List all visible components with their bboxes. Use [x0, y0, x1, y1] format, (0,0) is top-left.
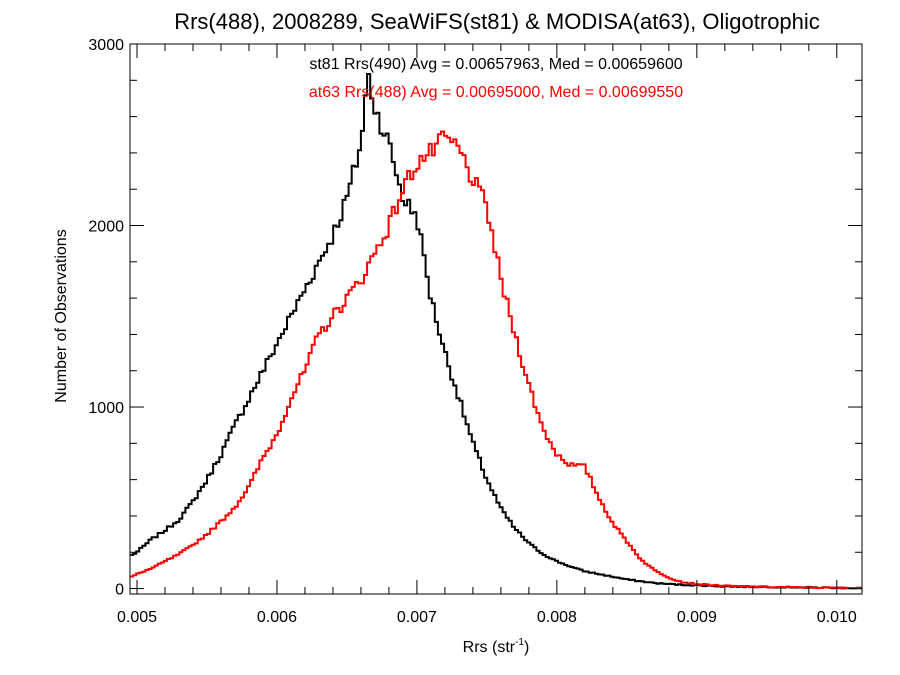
- x-tick-label: 0.007: [397, 609, 437, 626]
- x-axis-label: Rrs (str-1): [463, 637, 530, 656]
- chart-title: Rrs(488), 2008289, SeaWiFS(st81) & MODIS…: [174, 9, 820, 34]
- x-axis-label-base: Rrs (str: [463, 639, 516, 656]
- annotation-at63-stats: at63 Rrs(488) Avg = 0.00695000, Med = 0.…: [309, 84, 683, 101]
- x-tick-label: 0.009: [677, 609, 717, 626]
- x-axis-label-superscript: -1: [515, 637, 524, 648]
- plot-area: [130, 73, 862, 590]
- x-tick-label: 0.005: [117, 609, 157, 626]
- y-tick-label: 0: [115, 582, 124, 599]
- x-axis-label-close: ): [524, 639, 529, 656]
- plot-frame: [129, 43, 863, 595]
- x-tick-label: 0.008: [537, 609, 577, 626]
- y-tick-label: 2000: [88, 219, 124, 236]
- annotation-st81-stats: st81 Rrs(490) Avg = 0.00657963, Med = 0.…: [309, 56, 682, 73]
- y-tick-label: 3000: [88, 37, 124, 54]
- y-tick-label: 1000: [88, 400, 124, 417]
- histogram-series-2: [130, 130, 862, 590]
- x-tick-label: 0.010: [817, 609, 857, 626]
- y-axis-label: Number of Observations: [53, 229, 70, 402]
- x-tick-label: 0.006: [257, 609, 297, 626]
